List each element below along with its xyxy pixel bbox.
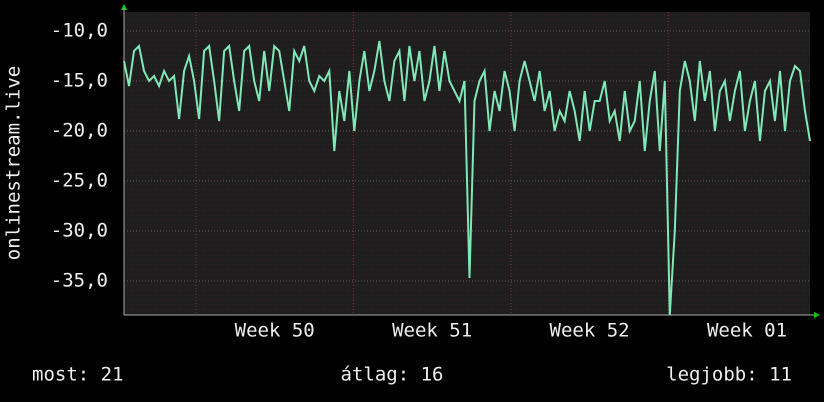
x-tick-label: Week 50 [235,320,315,342]
footer-current: most: 21 [32,364,124,386]
y-tick-label: -30,0 [51,220,108,242]
x-tick-label: Week 01 [707,320,787,342]
y-tick-label: -10,0 [51,20,108,42]
x-tick-label: Week 52 [550,320,630,342]
y-tick-label: -35,0 [51,270,108,292]
x-axis-arrow [814,312,820,318]
series-line [123,40,811,316]
x-tick-label: Week 51 [392,320,472,342]
y-tick-label: -25,0 [51,170,108,192]
y-tick-label: -20,0 [51,120,108,142]
footer-best: legjobb: 11 [666,364,792,386]
y-axis-label: onlinestream.live [3,66,25,260]
y-tick-label: -15,0 [51,70,108,92]
footer-average: átlag: 16 [341,364,444,386]
y-axis-arrow [121,4,127,10]
